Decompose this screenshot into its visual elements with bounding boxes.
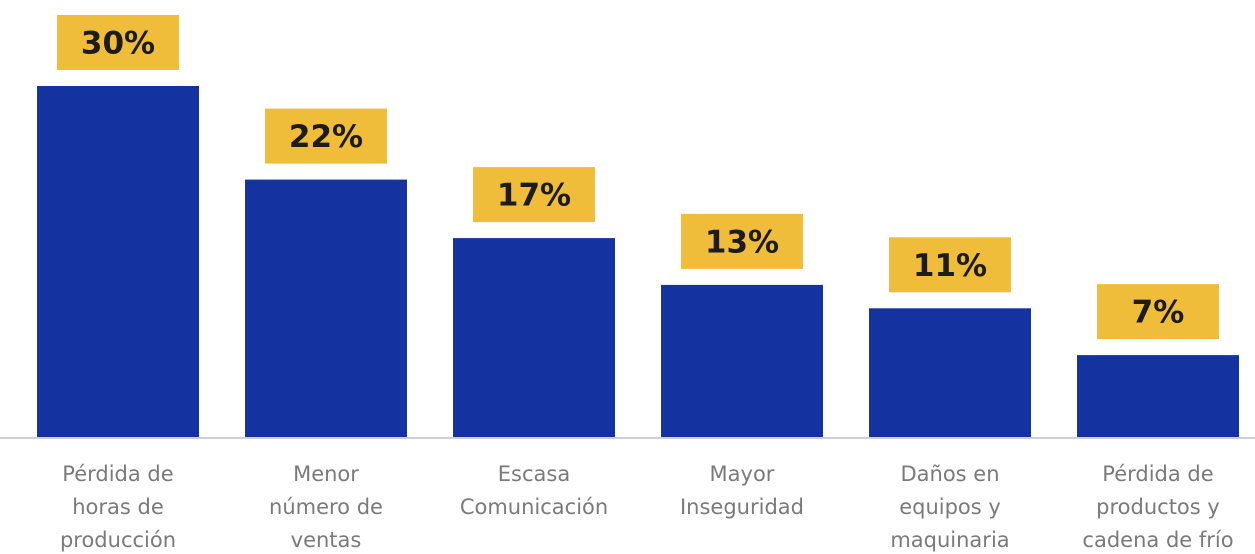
data-label-2: 17%: [497, 178, 571, 214]
data-label-box-2: [473, 167, 595, 223]
category-label-0-line-0: Pérdida de: [62, 462, 173, 486]
data-label-1: 22%: [289, 119, 363, 155]
category-label-5-line-1: productos y: [1096, 495, 1220, 519]
data-label-0: 30%: [81, 26, 155, 62]
category-label-4-line-0: Daños en: [900, 462, 999, 486]
category-label-1-line-2: ventas: [291, 528, 362, 552]
data-label-box-3: [681, 213, 803, 269]
bar-3: [661, 284, 823, 437]
category-label-1-line-1: número de: [269, 495, 383, 519]
category-label-0-line-1: horas de: [72, 495, 164, 519]
category-label-5-line-0: Pérdida de: [1102, 462, 1213, 486]
category-label-5-line-2: cadena de frío: [1082, 528, 1233, 552]
data-label-4: 11%: [913, 248, 987, 284]
category-label-1-line-0: Menor: [293, 462, 359, 486]
category-label-3-line-1: Inseguridad: [680, 495, 804, 519]
data-labels-group: 30% 22% 17% 13% 11% 7%: [57, 15, 1219, 340]
data-label-box-1: [265, 108, 387, 164]
category-label-0-line-2: producción: [60, 528, 176, 552]
bar-0: [37, 86, 199, 437]
category-label-4-line-2: maquinaria: [890, 528, 1009, 552]
bar-4: [869, 308, 1031, 437]
bar-1: [245, 179, 407, 437]
data-label-3: 13%: [705, 224, 779, 260]
category-labels-group: Pérdida de horas de producción Menor número …: [60, 462, 1234, 552]
bars-group: [37, 86, 1239, 437]
category-label-2-line-1: Comunicación: [460, 495, 608, 519]
data-label-box-5: [1097, 284, 1219, 340]
category-label-2-line-0: Escasa: [498, 462, 570, 486]
bar-5: [1077, 355, 1239, 437]
data-label-box-0: [57, 15, 179, 70]
category-label-3-line-0: Mayor: [710, 462, 775, 486]
data-label-box-4: [889, 237, 1011, 293]
data-label-5: 7%: [1132, 295, 1185, 331]
category-label-4-line-1: equipos y: [899, 495, 1001, 519]
bar-2: [453, 238, 615, 437]
